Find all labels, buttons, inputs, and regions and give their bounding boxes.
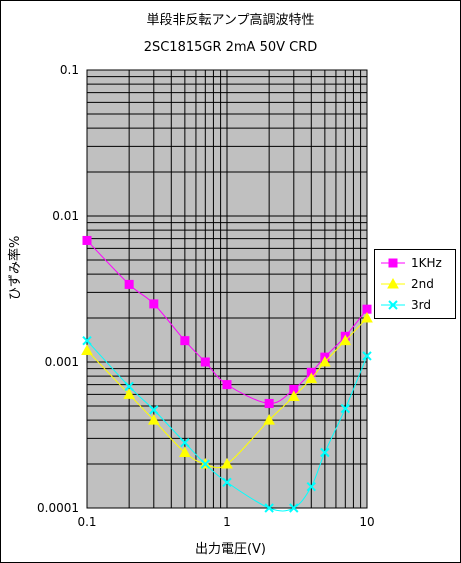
legend-item: 3rd: [379, 296, 455, 314]
chart-subtitle: 2SC1815GR 2mA 50V CRD: [143, 40, 318, 55]
data-point: [180, 336, 190, 346]
data-point: [149, 405, 159, 415]
data-point: [179, 446, 191, 457]
y-tick-label: 0.1: [60, 63, 79, 77]
x-tick-label: 0.1: [77, 515, 96, 529]
data-point: [124, 381, 134, 392]
chart-title: 単段非反転アンプ高調波特性: [146, 13, 315, 28]
data-point: [82, 235, 92, 245]
data-point: [124, 279, 134, 289]
data-point: [319, 355, 331, 367]
legend-symbol: [387, 277, 399, 289]
data-point: [221, 458, 233, 469]
data-point: [362, 304, 372, 314]
data-point: [263, 414, 275, 425]
y-axis-label: ひずみ率%: [8, 235, 23, 300]
data-point: [81, 344, 93, 355]
series-2: [82, 335, 372, 513]
legend-marker-1khz: [381, 258, 405, 268]
data-point: [306, 481, 316, 492]
data-point: [362, 351, 372, 361]
data-point: [264, 398, 274, 408]
y-tick-label: 0.01: [52, 209, 79, 223]
data-point: [287, 390, 300, 402]
legend-label: 3rd: [411, 298, 431, 312]
data-point: [289, 503, 299, 513]
data-point: [340, 403, 351, 414]
legend-item: 1KHz: [379, 254, 455, 272]
legend-label: 1KHz: [411, 256, 442, 270]
data-point: [123, 388, 135, 399]
data-point: [264, 503, 274, 513]
data-point: [361, 312, 373, 323]
data-point: [82, 335, 92, 346]
data-point: [222, 380, 232, 390]
data-point: [180, 438, 190, 448]
data-point: [339, 334, 352, 346]
data-point: [200, 357, 210, 367]
x-tick-label: 1: [223, 515, 231, 529]
legend-item: 2nd: [379, 275, 455, 293]
legend-symbol: [388, 300, 398, 310]
data-point: [149, 299, 159, 309]
legend-symbol: [388, 258, 398, 268]
data-point: [200, 459, 211, 469]
data-point: [305, 372, 318, 384]
plot-border: [86, 69, 368, 509]
y-tick-label: 0.001: [45, 355, 79, 369]
x-axis-label: 出力電圧(V): [194, 542, 267, 557]
x-tick-label: 10: [359, 515, 374, 529]
legend-label: 2nd: [411, 277, 434, 291]
legend-marker-3rd: [381, 300, 405, 310]
y-tick-label: 0.0001: [37, 501, 79, 515]
legend: 1KHz 2nd 3rd: [374, 249, 456, 319]
legend-marker-2nd: [381, 277, 405, 289]
data-point: [320, 447, 330, 458]
data-point: [147, 414, 160, 425]
data-point: [222, 477, 232, 487]
